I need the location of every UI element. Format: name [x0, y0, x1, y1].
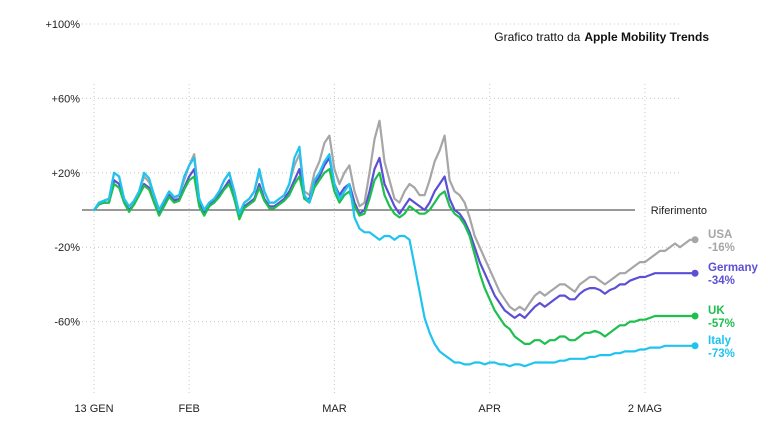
series-end-value-usa: -16%: [708, 242, 735, 254]
series-layer: [92, 119, 699, 368]
grid-layer: [82, 23, 680, 396]
x-tick-label: FEB: [178, 403, 199, 415]
series-line-italy: [92, 145, 697, 368]
y-tick-label: +20%: [52, 168, 81, 180]
y-tick-label: +60%: [52, 93, 81, 105]
series-name-uk: UK: [708, 305, 725, 317]
series-line-usa: [92, 119, 697, 312]
series-end-value-germany: -34%: [708, 275, 735, 287]
y-tick-label: -20%: [54, 242, 80, 254]
end-marker-uk: [691, 312, 699, 320]
label-layer: USA-16% Germany-34% UK-57% Italy-73%: [708, 229, 758, 360]
series-name-usa: USA: [708, 229, 732, 241]
series-name-italy: Italy: [708, 335, 732, 347]
series-end-value-italy: -73%: [708, 348, 735, 360]
end-marker-usa: [691, 236, 699, 244]
caption-source: Apple Mobility Trends: [584, 30, 709, 44]
series-line-germany: [92, 156, 697, 319]
series-line-uk: [92, 168, 697, 345]
y-tick-label: -60%: [54, 317, 80, 329]
series-end-value-uk: -57%: [708, 318, 735, 330]
axis-layer: +100% +60% +20% -20% -60% 13 GEN FEB MAR APR 2 MA…: [45, 19, 662, 415]
x-tick-label: 13 GEN: [74, 403, 113, 415]
x-tick-label: 2 MAG: [628, 403, 662, 415]
series-name-germany: Germany: [708, 262, 758, 274]
end-marker-germany: [691, 269, 699, 277]
x-tick-label: MAR: [322, 403, 347, 415]
caption-prefix: Grafico tratto da: [494, 30, 580, 44]
chart-caption: Grafico tratto da Apple Mobility Trends: [494, 30, 709, 44]
y-tick-label: +100%: [45, 19, 80, 31]
end-marker-italy: [691, 342, 699, 350]
x-tick-label: APR: [478, 403, 501, 415]
reference-label: Riferimento: [651, 205, 707, 217]
